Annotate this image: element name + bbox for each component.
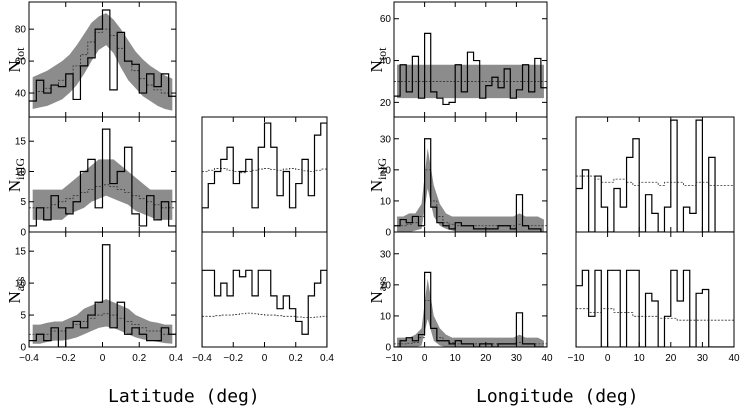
panel-plot-area [576, 269, 734, 347]
y-tick-label: 0 [385, 228, 391, 239]
y-tick-label: 10 [380, 311, 392, 322]
observed-histogram [576, 269, 734, 347]
observed-histogram [29, 9, 176, 117]
panel-frame [575, 116, 735, 233]
model-histogram [202, 168, 327, 174]
panel-frame [575, 231, 735, 348]
y-axis-label: NinIG [5, 158, 27, 193]
x-tick-label: 0.2 [132, 353, 146, 364]
panel-lat-nass: 0 5 10 15 −0.4 −0.2 0 0.2 0.4 Nass [5, 231, 183, 364]
x-tick-label: 0 [422, 353, 428, 364]
y-tick-label: 10 [380, 196, 392, 207]
panel-lon-ninig: 0 10 20 30 NinIG [367, 116, 548, 239]
observed-histogram [394, 138, 547, 232]
y-tick-label: 60 [15, 57, 27, 68]
observed-histogram [202, 269, 327, 347]
y-tick-label: 15 [15, 247, 27, 258]
latitude-axis-label: Latitude (deg) [108, 386, 260, 407]
x-tick-label: 20 [665, 353, 677, 364]
panel-lat-ninig: 0 5 10 15 NinIG [5, 116, 177, 239]
x-tick-label: −0.4 [192, 353, 212, 364]
panel-lat-nass-ratio: −0.4 −0.2 0 0.2 0.4 [192, 231, 334, 364]
panel-frame [393, 231, 548, 348]
x-tick-label: 40 [541, 353, 553, 364]
y-tick-label: 10 [15, 279, 27, 290]
y-axis-label: Ntot [367, 47, 389, 73]
panel-plot-area [202, 269, 327, 347]
model-histogram [576, 308, 734, 321]
x-tick-label: 0.4 [320, 353, 334, 364]
panel-plot-area [394, 138, 547, 232]
observed-histogram [29, 128, 176, 232]
panel-plot-area [394, 32, 547, 117]
y-tick-label: 5 [20, 197, 26, 208]
observed-histogram [576, 119, 734, 232]
panel-frame [393, 1, 548, 118]
x-tick-label: 0 [262, 353, 268, 364]
longitude-axis-label: Longitude (deg) [476, 386, 639, 407]
y-tick-label: 20 [380, 280, 392, 291]
model-band [32, 299, 173, 344]
x-tick-label: 30 [697, 353, 709, 364]
y-tick-label: 40 [15, 89, 27, 100]
panel-plot-area [202, 122, 327, 232]
y-tick-label: 20 [380, 98, 392, 109]
y-tick-label: 80 [15, 25, 27, 36]
x-tick-label: 0 [100, 353, 106, 364]
model-band [397, 148, 544, 232]
panel-plot-area [29, 128, 176, 232]
y-tick-label: 0 [20, 343, 26, 354]
model-histogram [576, 175, 734, 186]
x-tick-label: 20 [480, 353, 492, 364]
y-tick-label: 30 [380, 249, 392, 260]
y-axis-label: NinIG [367, 158, 389, 193]
observed-histogram [29, 244, 176, 347]
x-tick-label: −10 [386, 353, 403, 364]
x-tick-label: 0 [605, 353, 611, 364]
y-tick-label: 10 [15, 167, 27, 178]
x-tick-label: 30 [511, 353, 523, 364]
y-tick-label: 15 [15, 137, 27, 148]
y-tick-label: 0 [20, 228, 26, 239]
x-tick-label: 10 [634, 353, 646, 364]
y-axis-label: Ntot [5, 47, 27, 73]
model-band [397, 278, 544, 347]
observed-histogram [394, 271, 547, 347]
x-tick-label: −0.2 [56, 353, 76, 364]
panel-plot-area [29, 9, 176, 117]
panel-lat-ninig-ratio [201, 116, 328, 233]
y-tick-label: 5 [20, 311, 26, 322]
model-histogram [202, 312, 327, 319]
x-tick-label: −0.4 [19, 353, 39, 364]
observed-histogram [394, 32, 547, 117]
panel-lon-ninig-ratio [575, 116, 735, 233]
x-tick-label: 0.2 [289, 353, 303, 364]
y-tick-label: 0 [385, 343, 391, 354]
x-tick-label: 0.4 [169, 353, 183, 364]
panel-lon-ntot: 20 40 60 Ntot [367, 1, 548, 118]
x-tick-label: −0.2 [223, 353, 243, 364]
y-tick-label: 30 [380, 134, 392, 145]
panel-lon-nass-ratio: −10 0 10 20 30 40 [568, 231, 740, 364]
y-tick-label: 60 [380, 14, 392, 25]
x-tick-label: −10 [568, 353, 585, 364]
panel-plot-area [29, 244, 176, 347]
x-tick-label: 40 [728, 353, 740, 364]
observed-histogram [202, 122, 327, 232]
x-tick-label: 10 [450, 353, 462, 364]
y-tick-label: 40 [380, 56, 392, 67]
model-band [32, 13, 173, 111]
panel-plot-area [576, 119, 734, 232]
y-axis-label: Nass [5, 276, 27, 303]
y-axis-label: Nass [367, 276, 389, 303]
y-tick-label: 20 [380, 165, 392, 176]
panel-lat-ntot: 40 60 80 Ntot [5, 1, 177, 118]
model-band [397, 64, 544, 99]
panel-plot-area [394, 271, 547, 347]
